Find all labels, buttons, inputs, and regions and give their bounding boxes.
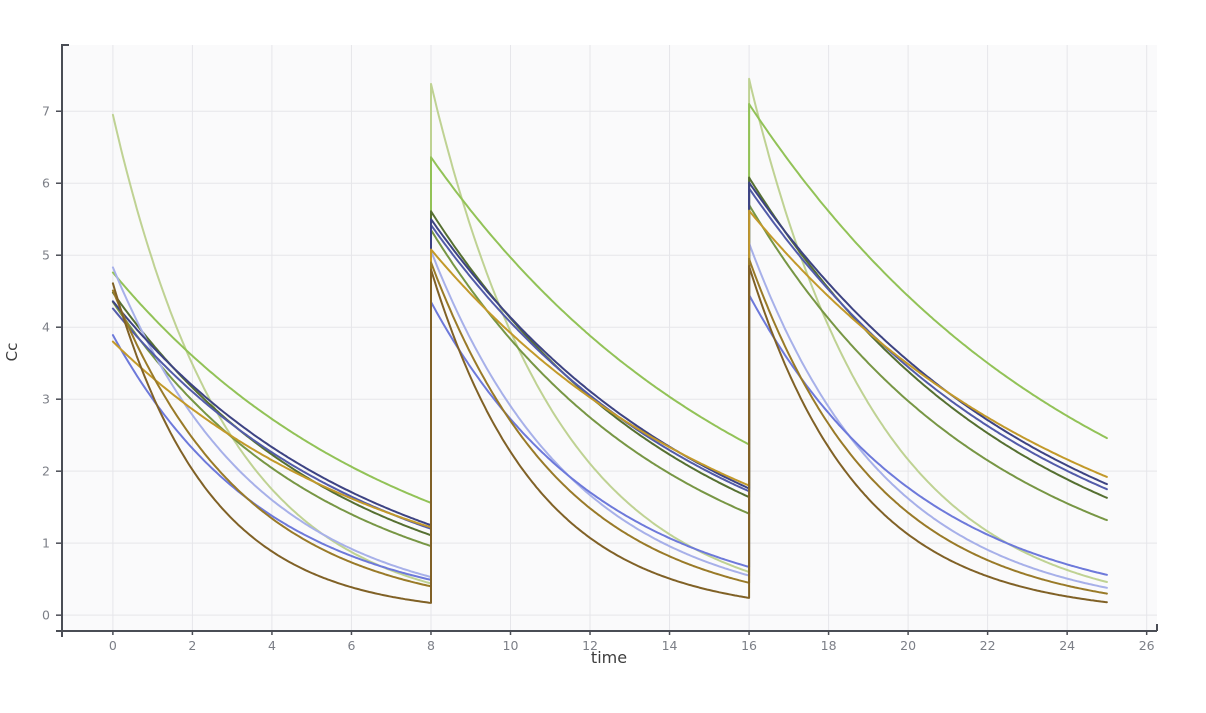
svg-text:24: 24 (1059, 638, 1075, 653)
series-line-medium-olive (111, 203, 1108, 548)
svg-text:18: 18 (821, 638, 837, 653)
svg-text:16: 16 (741, 638, 757, 653)
series-line-gold (111, 209, 1108, 529)
svg-text:2: 2 (188, 638, 196, 653)
svg-text:4: 4 (268, 638, 276, 653)
svg-text:20: 20 (900, 638, 916, 653)
svg-text:8: 8 (427, 638, 435, 653)
svg-text:0: 0 (42, 608, 50, 623)
y-tick-labels: 0 1 2 3 4 5 6 7 (42, 104, 50, 623)
series-line-dark-olive (111, 176, 1108, 537)
svg-text:4: 4 (42, 320, 50, 335)
axis-ticks (56, 110, 1148, 635)
y-axis-title: Cc (3, 342, 21, 362)
svg-text:26: 26 (1139, 638, 1155, 653)
svg-text:14: 14 (662, 638, 678, 653)
series-line-medium-blue (111, 293, 1108, 581)
svg-text:7: 7 (42, 104, 50, 119)
series-line-bright-green (111, 103, 1108, 504)
x-axis-title-text: time (590, 648, 628, 667)
svg-text:6: 6 (347, 638, 355, 653)
axes (56, 44, 1158, 637)
svg-text:1: 1 (42, 536, 50, 551)
series-line-olive-brown (111, 257, 1108, 595)
svg-text:5: 5 (42, 248, 50, 263)
series-line-dark-brown (111, 265, 1108, 604)
svg-text:6: 6 (42, 176, 50, 191)
series-line-light-periwinkle (111, 242, 1108, 589)
x-tick-labels: 0 2 4 6 8 10 12 14 16 18 20 22 24 26 (109, 638, 1155, 653)
svg-text:22: 22 (980, 638, 996, 653)
x-axis-title: time (0, 648, 1206, 667)
svg-text:3: 3 (42, 392, 50, 407)
plot-area-background (62, 45, 1157, 631)
svg-text:12: 12 (582, 638, 598, 653)
svg-text:2: 2 (42, 464, 50, 479)
series-line-pale-green-fast (111, 77, 1108, 585)
svg-text:10: 10 (503, 638, 519, 653)
svg-text:0: 0 (109, 638, 117, 653)
series-lines (111, 77, 1108, 604)
